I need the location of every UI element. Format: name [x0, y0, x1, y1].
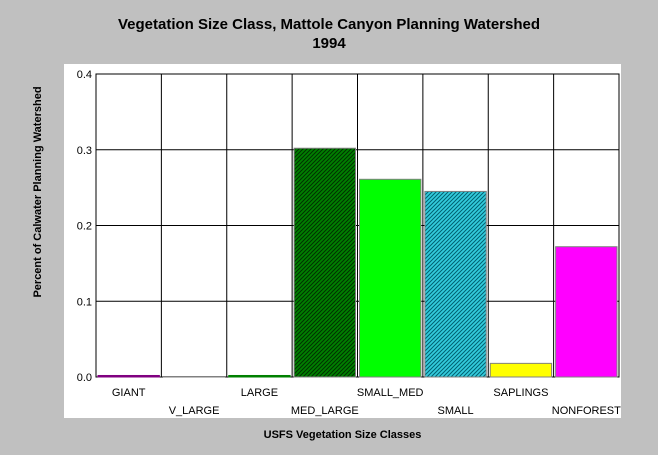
chart-title-line2: 1994 — [312, 35, 346, 52]
y-tick-label: 0.3 — [77, 145, 92, 157]
bar-small — [424, 190, 487, 378]
y-tick-label: 0.4 — [77, 69, 92, 81]
bar-giant — [97, 374, 160, 378]
x-tick-label: GIANT — [112, 387, 146, 399]
bar-small-med — [359, 178, 422, 378]
y-tick-label: 0.1 — [77, 296, 92, 308]
bar-large — [228, 374, 291, 378]
x-tick-label: SMALL — [438, 405, 474, 417]
x-tick-label: SAPLINGS — [493, 387, 548, 399]
plot-panel: 0.0 0.1 0.2 0.3 0.4 GIANT V_LARGE LARGE MED_LAR… — [64, 64, 621, 418]
x-tick-label: SMALL_MED — [357, 387, 424, 399]
y-tick-label: 0.0 — [77, 372, 92, 384]
x-tick-label: LARGE — [241, 387, 278, 399]
bar-saplings — [489, 362, 553, 378]
bar-chart: 0.0 0.1 0.2 0.3 0.4 GIANT V_LARGE LARGE MED_LAR… — [77, 69, 621, 417]
x-tick-label: NONFOREST — [552, 405, 621, 417]
y-axis-label: Percent of Calwater Planning Watershed — [32, 86, 44, 298]
chart-title-line1: Vegetation Size Class, Mattole Canyon Pl… — [117, 16, 541, 33]
bar-v-large — [162, 376, 226, 378]
x-axis-label: USFS Vegetation Size Classes — [263, 429, 422, 441]
bar-med-large — [293, 147, 356, 378]
x-tick-label: V_LARGE — [169, 405, 220, 417]
y-tick-label: 0.2 — [77, 221, 92, 233]
bar-nonforest — [555, 246, 618, 378]
x-tick-label: MED_LARGE — [291, 405, 359, 417]
